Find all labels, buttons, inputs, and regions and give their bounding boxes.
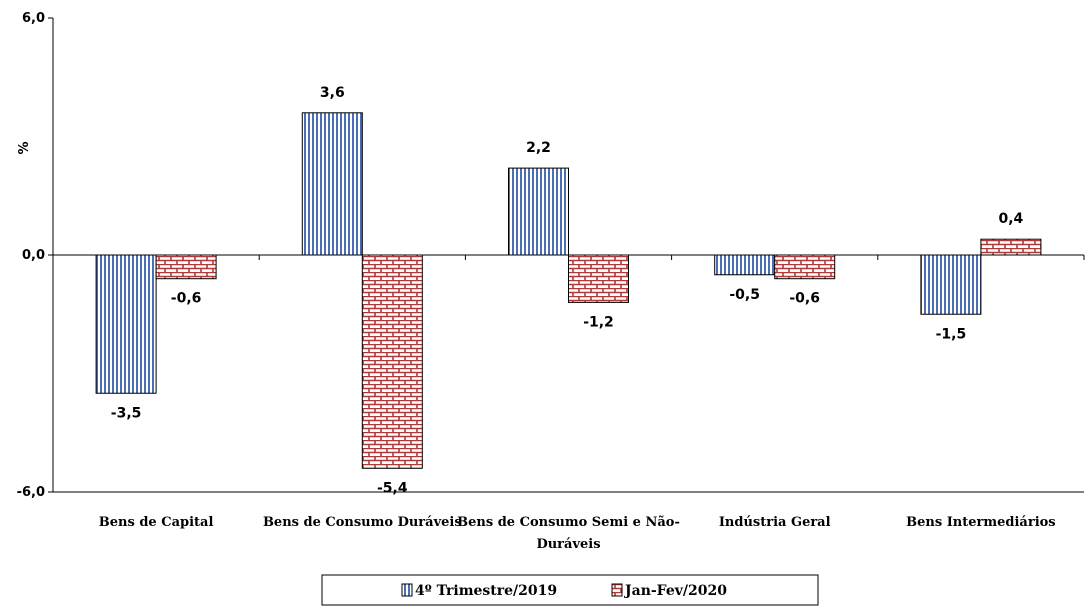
legend-label: 4º Trimestre/2019 [415,583,557,599]
category-label: Bens Intermediários [906,515,1055,530]
legend-box [321,574,819,606]
data-label: -0,5 [729,287,760,303]
data-label: -0,6 [789,291,820,307]
category-label: Duráveis [536,537,600,552]
bar [301,112,363,256]
bar [95,254,157,394]
data-label: -1,2 [583,314,614,330]
bar [361,254,423,469]
labels-layer: Bens de Capital Bens de Consumo DuráveisB… [99,85,1056,552]
data-label: -0,6 [171,291,202,307]
legend-swatch [401,583,413,597]
category-label: Bens de Consumo Semi e Não- [457,515,680,530]
y-tick-label: -6,0 [17,485,45,500]
bar [155,254,217,280]
bar [920,254,982,315]
legend-label: Jan-Fev/2020 [623,583,727,599]
data-label: -1,5 [936,326,967,342]
category-label: Indústria Geral [719,515,831,530]
bar [774,254,836,280]
y-axis-title: % [17,141,32,154]
bar [980,238,1042,256]
data-label: 3,6 [320,85,345,101]
legend: 4º Trimestre/2019 Jan-Fev/2020 [321,574,819,606]
category-label: Bens de Capital [99,515,214,530]
data-label: 2,2 [526,140,551,156]
data-label: -3,5 [111,405,142,421]
y-tick-label: 6,0 [22,11,45,26]
y-tick-label: 0,0 [22,248,45,263]
bar [568,254,629,303]
legend-swatch [611,583,623,597]
data-label: 0,4 [998,211,1023,227]
bar [714,254,776,276]
data-label: -5,4 [377,480,408,496]
bars-layer [95,112,1042,469]
bar [508,167,569,256]
category-label: Bens de Consumo Duráveis [263,515,462,530]
